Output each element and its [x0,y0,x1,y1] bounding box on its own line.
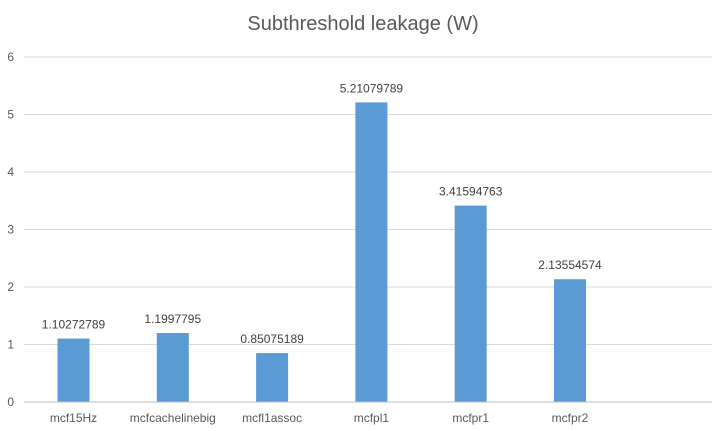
data-labels: 1.10272789 1.1997795 0.85075189 5.21079789 3… [42,81,602,346]
data-label-mcfpr1: 3.41594763 [439,185,503,199]
x-tick-label-mcfpr1: mcfpr1 [452,411,489,425]
data-label-mcfpr2: 2.13554574 [538,258,602,272]
chart-title: Subthreshold leakage (W) [247,13,478,35]
y-tick-label-2: 2 [7,280,14,294]
bar-mcfpl1 [355,102,388,402]
y-tick-label-0: 0 [7,395,14,409]
data-label-mcfpl1: 5.21079789 [340,81,404,95]
bars [57,102,586,402]
bar-mcfpr2 [554,279,586,402]
data-label-mcfl1assoc: 0.85075189 [240,332,304,346]
bar-mcfcachelinebig [156,333,189,402]
y-tick-label-6: 6 [7,50,14,64]
data-label-mcf15Hz: 1.10272789 [42,318,106,332]
y-tick-label-3: 3 [7,223,14,237]
bar-mcfpr1 [454,205,487,402]
data-label-mcfcachelinebig: 1.1997795 [144,312,201,326]
x-axis-tick-labels: mcf15Hz mcfcachelinebig mcfl1assoc mcfpl1 mc… [50,411,589,425]
x-tick-label-mcf15Hz: mcf15Hz [50,411,97,425]
x-tick-label-mcfl1assoc: mcfl1assoc [242,411,302,425]
x-tick-label-mcfpr2: mcfpr2 [552,411,589,425]
y-tick-label-1: 1 [7,338,14,352]
bar-mcf15Hz [57,338,90,402]
bar-mcfl1assoc [256,353,289,402]
x-tick-label-mcfpl1: mcfpl1 [354,411,390,425]
x-tick-label-mcfcachelinebig: mcfcachelinebig [130,411,216,425]
y-axis-tick-labels: 0 1 2 3 4 5 6 [7,50,14,409]
y-tick-label-4: 4 [7,165,14,179]
y-tick-label-5: 5 [7,108,14,122]
